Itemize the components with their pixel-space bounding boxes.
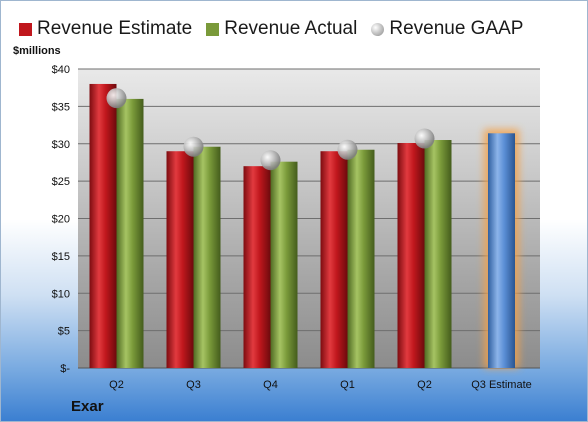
y-tick-labels: $- $5 $10 $15 $20 $25 $30 $35 $40 xyxy=(52,64,71,375)
legend-swatch-gaap xyxy=(371,22,385,36)
bar-estimate xyxy=(166,151,194,368)
company-name: Exar xyxy=(71,398,104,415)
y-tick-label: $20 xyxy=(52,214,70,226)
x-tick-labels: Q2 Q3 Q4 Q1 Q2 Q3 Estimate xyxy=(109,379,532,391)
x-tick-label: Q3 xyxy=(186,379,201,391)
y-tick-label: $- xyxy=(60,363,70,375)
legend-item-actual: Revenue Actual xyxy=(206,18,357,40)
y-tick-label: $35 xyxy=(52,101,70,113)
y-tick-label: $10 xyxy=(52,288,70,300)
legend-label-estimate: Revenue Estimate xyxy=(37,18,193,39)
legend-item-estimate: Revenue Estimate xyxy=(19,18,192,40)
legend: Revenue Estimate Revenue Actual Revenue … xyxy=(19,15,537,43)
bar-estimate-highlight xyxy=(488,133,515,368)
legend-label-gaap: Revenue GAAP xyxy=(389,18,524,39)
x-tick-label: Q1 xyxy=(340,379,355,391)
bar-estimate xyxy=(397,143,425,368)
y-tick-label: $15 xyxy=(52,251,70,263)
bars xyxy=(89,83,519,369)
y-tick-label: $5 xyxy=(58,326,70,338)
bar-actual xyxy=(116,98,144,369)
gaap-marker xyxy=(337,139,358,160)
legend-swatch-estimate xyxy=(19,22,32,36)
bar-estimate xyxy=(243,166,271,368)
bar-actual xyxy=(270,161,298,368)
legend-label-actual: Revenue Actual xyxy=(224,18,358,39)
y-axis-unit-label: $millions xyxy=(13,45,61,57)
grid-lines xyxy=(78,68,540,369)
x-tick-label: Q2 xyxy=(417,379,432,391)
bar-actual xyxy=(347,149,375,368)
bar-actual xyxy=(193,146,221,368)
gaap-marker xyxy=(106,88,127,109)
x-tick-label: Q3 Estimate xyxy=(471,379,532,391)
legend-swatch-actual xyxy=(206,22,220,36)
gaap-marker xyxy=(183,136,204,157)
gaap-marker xyxy=(414,128,435,149)
y-tick-label: $25 xyxy=(52,176,70,188)
gaap-marker xyxy=(260,150,281,171)
bar-estimate xyxy=(320,151,348,368)
x-tick-label: Q4 xyxy=(263,379,278,391)
y-tick-label: $40 xyxy=(52,64,70,76)
legend-item-gaap: Revenue GAAP xyxy=(371,18,523,40)
x-tick-label: Q2 xyxy=(109,379,124,391)
y-tick-label: $30 xyxy=(52,139,70,151)
bar-estimate xyxy=(89,83,117,368)
bar-actual xyxy=(424,140,452,368)
